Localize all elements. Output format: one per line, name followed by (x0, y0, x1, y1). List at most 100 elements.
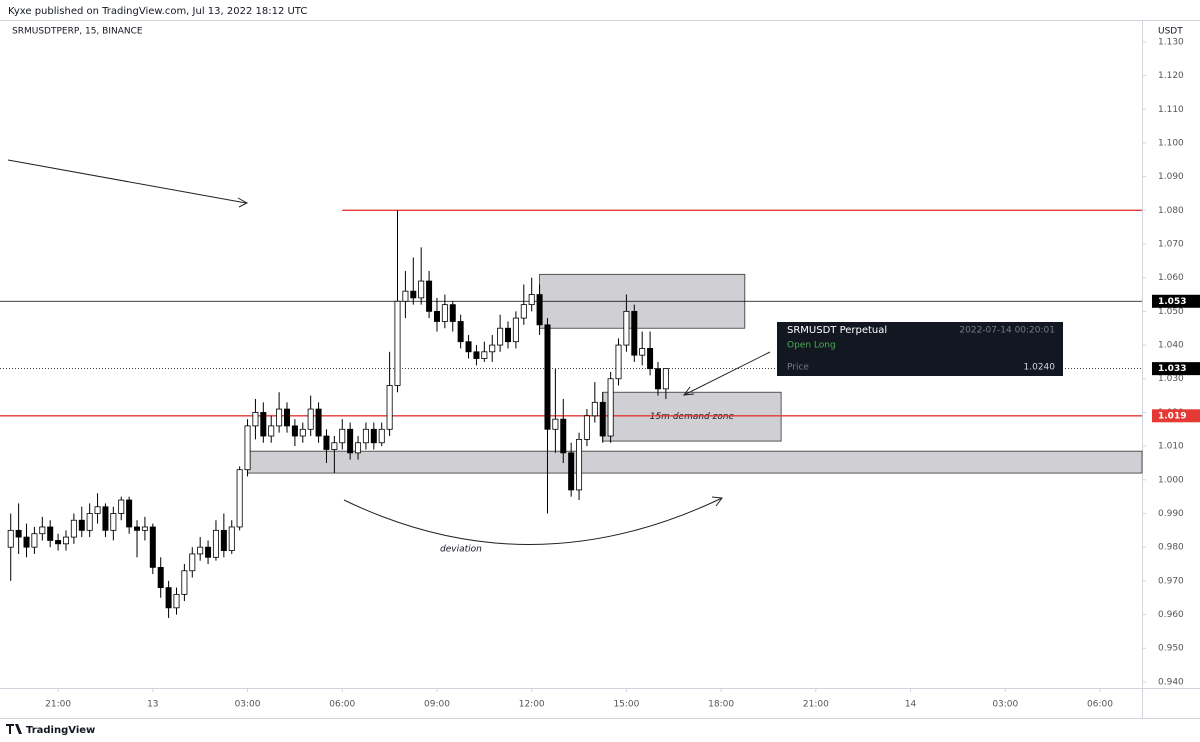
candle-body (86, 513, 93, 531)
candle-body (62, 536, 69, 545)
candle-body (544, 324, 551, 430)
y-tick-label: 1.060 (1158, 273, 1184, 283)
candle-body (505, 327, 512, 343)
x-tick-label: 18:00 (708, 700, 734, 710)
candle-body (583, 415, 590, 440)
candle-body (55, 540, 62, 545)
candle-body (173, 593, 180, 609)
candle-body (315, 408, 322, 437)
candle-body (457, 321, 464, 343)
footer (0, 718, 1200, 742)
candle-body (631, 310, 638, 356)
candle-body (654, 368, 661, 390)
candle-body (260, 412, 267, 437)
x-tick-label: 12:00 (519, 700, 545, 710)
zone (247, 450, 1143, 474)
header: Kyxe published on TradingView.com, Jul 1… (8, 6, 307, 17)
candle-body (536, 294, 543, 326)
x-tick-label: 21:00 (803, 700, 829, 710)
candle-body (212, 529, 219, 558)
candle-body (220, 529, 227, 551)
candle-body (449, 304, 456, 322)
candle-body (228, 526, 235, 551)
candle-body (15, 529, 22, 538)
y-tick-label: 1.100 (1158, 138, 1184, 148)
logo (6, 724, 22, 734)
candle-body (134, 526, 141, 531)
candle-body (244, 425, 251, 471)
x-tick-label: 06:00 (329, 700, 355, 710)
symbol: SRMUSDTPERP, 15, BINANCE (12, 27, 143, 37)
candle-body (410, 290, 417, 299)
y-tick-label: 1.050 (1158, 307, 1184, 317)
currency: USDT (1158, 27, 1183, 37)
y-tick-label: 1.000 (1158, 475, 1184, 485)
candle-body (394, 300, 401, 386)
candle-body (591, 401, 598, 417)
candle-body (512, 317, 519, 343)
y-tick-label: 0.980 (1158, 543, 1184, 553)
y-tick-label: 1.120 (1158, 71, 1184, 81)
candle-body (110, 513, 117, 531)
x-tick-label: 13 (147, 700, 158, 710)
arrow-line (7, 159, 247, 204)
y-tick-label: 1.130 (1158, 37, 1184, 47)
candle-body (7, 529, 14, 548)
candle-body (39, 526, 46, 535)
candle-body (441, 304, 448, 322)
level-label: 1.033 (1158, 364, 1186, 374)
candle-body (623, 310, 630, 346)
y-tick-label: 0.950 (1158, 644, 1184, 654)
y-tick-label: 1.030 (1158, 374, 1184, 384)
candle-body (181, 570, 188, 595)
candle-body (299, 428, 306, 437)
x-tick-label: 03:00 (235, 700, 261, 710)
candle-body (339, 428, 346, 444)
candle-body (662, 368, 669, 390)
zone (602, 391, 782, 442)
position-title: SRMUSDT Perpetual (787, 325, 887, 336)
candle-body (402, 290, 409, 302)
level-label: 1.019 (1158, 411, 1186, 421)
candle-body (639, 348, 646, 356)
candle-body (378, 428, 385, 444)
candle-body (126, 499, 133, 528)
candle-body (31, 533, 38, 548)
y-tick-label: 1.010 (1158, 442, 1184, 452)
y-tick-label: 1.070 (1158, 240, 1184, 250)
candle-body (489, 344, 496, 353)
position-box: SRMUSDT Perpetual 2022-07-14 00:20:01 Op… (777, 322, 1063, 376)
candle-body (473, 351, 480, 359)
level-tag (1152, 294, 1200, 308)
position-side: Open Long (787, 341, 836, 351)
candle-body (47, 526, 54, 541)
candle-body (78, 519, 85, 531)
candle-body (70, 519, 77, 538)
candle-body (307, 408, 314, 430)
candle-body (426, 280, 433, 312)
y-tick-label: 1.040 (1158, 341, 1184, 351)
candle-body (386, 385, 393, 430)
candle-body (568, 452, 575, 491)
arrow-line (683, 351, 771, 396)
candle-body (157, 566, 164, 589)
candle-body (647, 348, 654, 370)
candle-body (362, 428, 369, 444)
candle-body (576, 438, 583, 491)
y-tick-label: 1.090 (1158, 172, 1184, 182)
position-time: 2022-07-14 00:20:01 (959, 326, 1055, 336)
candle-body (283, 408, 290, 427)
candle-body (149, 526, 156, 568)
x-tick-label: 09:00 (424, 700, 450, 710)
candle-body (205, 546, 212, 558)
curve-arrow (343, 497, 723, 545)
candle-body (607, 378, 614, 437)
candle-body (481, 351, 488, 359)
level-tag (1152, 409, 1200, 423)
candle-body (94, 506, 101, 514)
annotation: deviation (440, 545, 482, 555)
candle-body (189, 553, 196, 572)
candle-body (323, 435, 330, 450)
x-tick-label: 14 (905, 700, 917, 710)
